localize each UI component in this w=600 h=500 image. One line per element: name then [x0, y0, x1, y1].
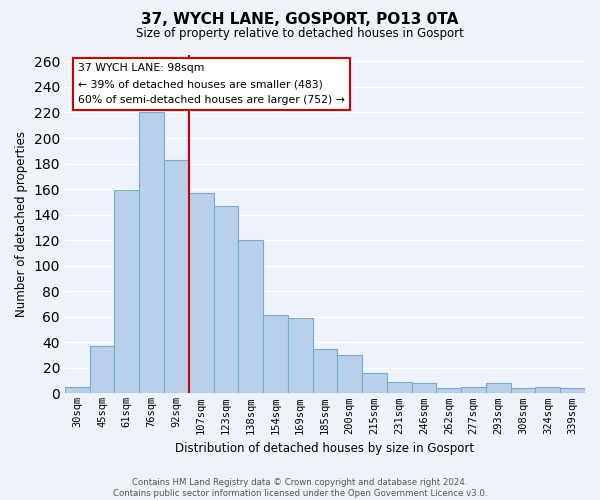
Text: 37 WYCH LANE: 98sqm
← 39% of detached houses are smaller (483)
60% of semi-detac: 37 WYCH LANE: 98sqm ← 39% of detached ho…: [78, 64, 345, 104]
Bar: [412, 383, 436, 394]
Bar: [511, 388, 535, 394]
Bar: [362, 373, 387, 394]
Bar: [164, 160, 189, 394]
Bar: [436, 388, 461, 394]
Bar: [238, 240, 263, 394]
X-axis label: Distribution of detached houses by size in Gosport: Distribution of detached houses by size …: [175, 442, 475, 455]
Bar: [535, 387, 560, 394]
Bar: [461, 387, 486, 394]
Bar: [560, 388, 585, 394]
Text: Contains HM Land Registry data © Crown copyright and database right 2024.
Contai: Contains HM Land Registry data © Crown c…: [113, 478, 487, 498]
Y-axis label: Number of detached properties: Number of detached properties: [15, 131, 28, 317]
Bar: [263, 316, 288, 394]
Bar: [139, 112, 164, 394]
Bar: [387, 382, 412, 394]
Bar: [337, 355, 362, 394]
Bar: [288, 318, 313, 394]
Bar: [65, 387, 89, 394]
Text: Size of property relative to detached houses in Gosport: Size of property relative to detached ho…: [136, 28, 464, 40]
Bar: [313, 348, 337, 394]
Bar: [486, 383, 511, 394]
Bar: [189, 193, 214, 394]
Bar: [214, 206, 238, 394]
Text: 37, WYCH LANE, GOSPORT, PO13 0TA: 37, WYCH LANE, GOSPORT, PO13 0TA: [142, 12, 458, 28]
Bar: [89, 346, 115, 394]
Bar: [115, 190, 139, 394]
